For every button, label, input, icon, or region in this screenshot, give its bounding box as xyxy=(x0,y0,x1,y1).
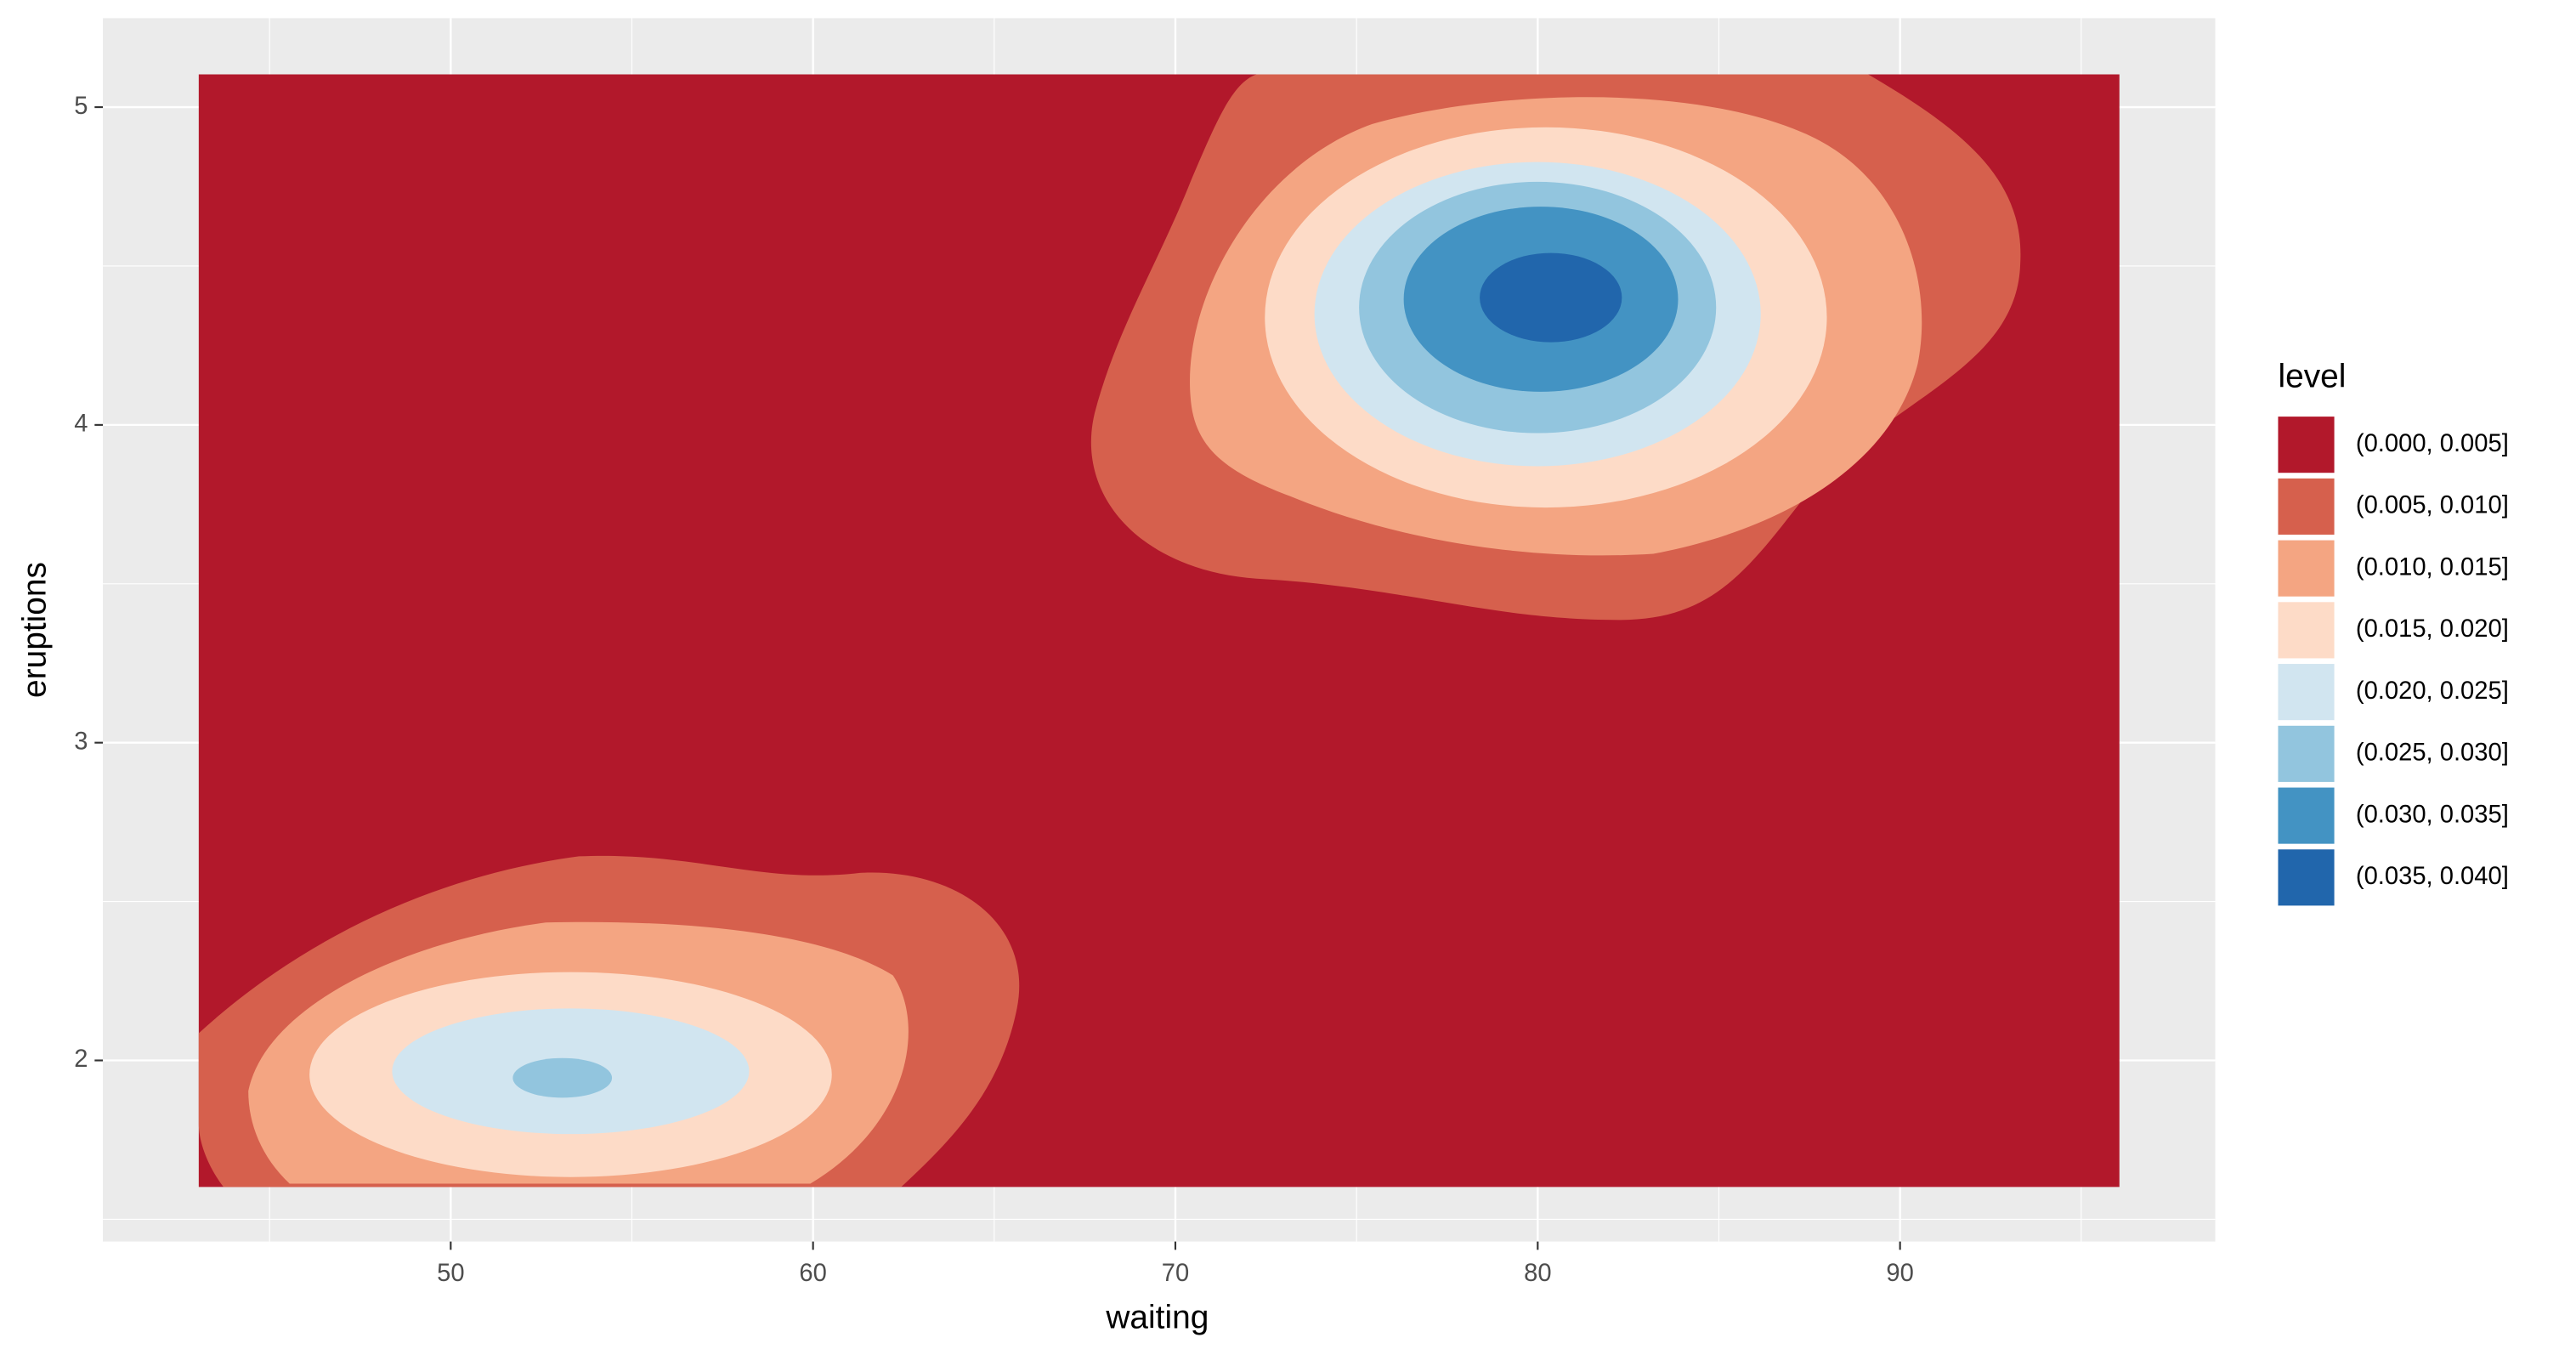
x-tick-label: 90 xyxy=(1886,1260,1913,1287)
legend-label: (0.025, 0.030] xyxy=(2356,740,2509,767)
y-tick-label: 4 xyxy=(74,411,88,438)
legend-label: (0.015, 0.020] xyxy=(2356,615,2509,643)
axes: 50 60 70 80 90 2 3 4 5 xyxy=(74,93,1914,1287)
legend-key xyxy=(2278,478,2335,535)
x-tick-label: 60 xyxy=(799,1260,826,1287)
legend-label: (0.005, 0.010] xyxy=(2356,492,2509,519)
legend-label: (0.030, 0.035] xyxy=(2356,801,2509,828)
y-tick-label: 2 xyxy=(74,1046,88,1073)
legend-label: (0.020, 0.025] xyxy=(2356,677,2509,705)
x-tick-label: 80 xyxy=(1524,1260,1551,1287)
x-tick-label: 50 xyxy=(437,1260,464,1287)
legend-key xyxy=(2278,540,2335,597)
legend-key xyxy=(2278,787,2335,844)
legend-key xyxy=(2278,417,2335,473)
legend: (0.000, 0.005] (0.005, 0.010] (0.010, 0.01… xyxy=(2278,417,2509,906)
legend-label: (0.035, 0.040] xyxy=(2356,863,2509,890)
x-tick-label: 70 xyxy=(1162,1260,1189,1287)
legend-key xyxy=(2278,602,2335,659)
legend-label: (0.000, 0.005] xyxy=(2356,430,2509,457)
legend-key xyxy=(2278,849,2335,906)
contour-bands xyxy=(198,74,2120,1187)
y-tick-label: 3 xyxy=(74,728,88,755)
legend-key xyxy=(2278,725,2335,782)
y-tick-label: 5 xyxy=(74,93,88,120)
y-axis-label: eruptions xyxy=(17,562,54,698)
contour-band xyxy=(1480,252,1622,343)
legend-key xyxy=(2278,664,2335,721)
x-axis-label: waiting xyxy=(1105,1299,1209,1335)
contour-band xyxy=(512,1057,613,1098)
legend-title: level xyxy=(2278,359,2346,395)
legend-label: (0.010, 0.015] xyxy=(2356,553,2509,581)
